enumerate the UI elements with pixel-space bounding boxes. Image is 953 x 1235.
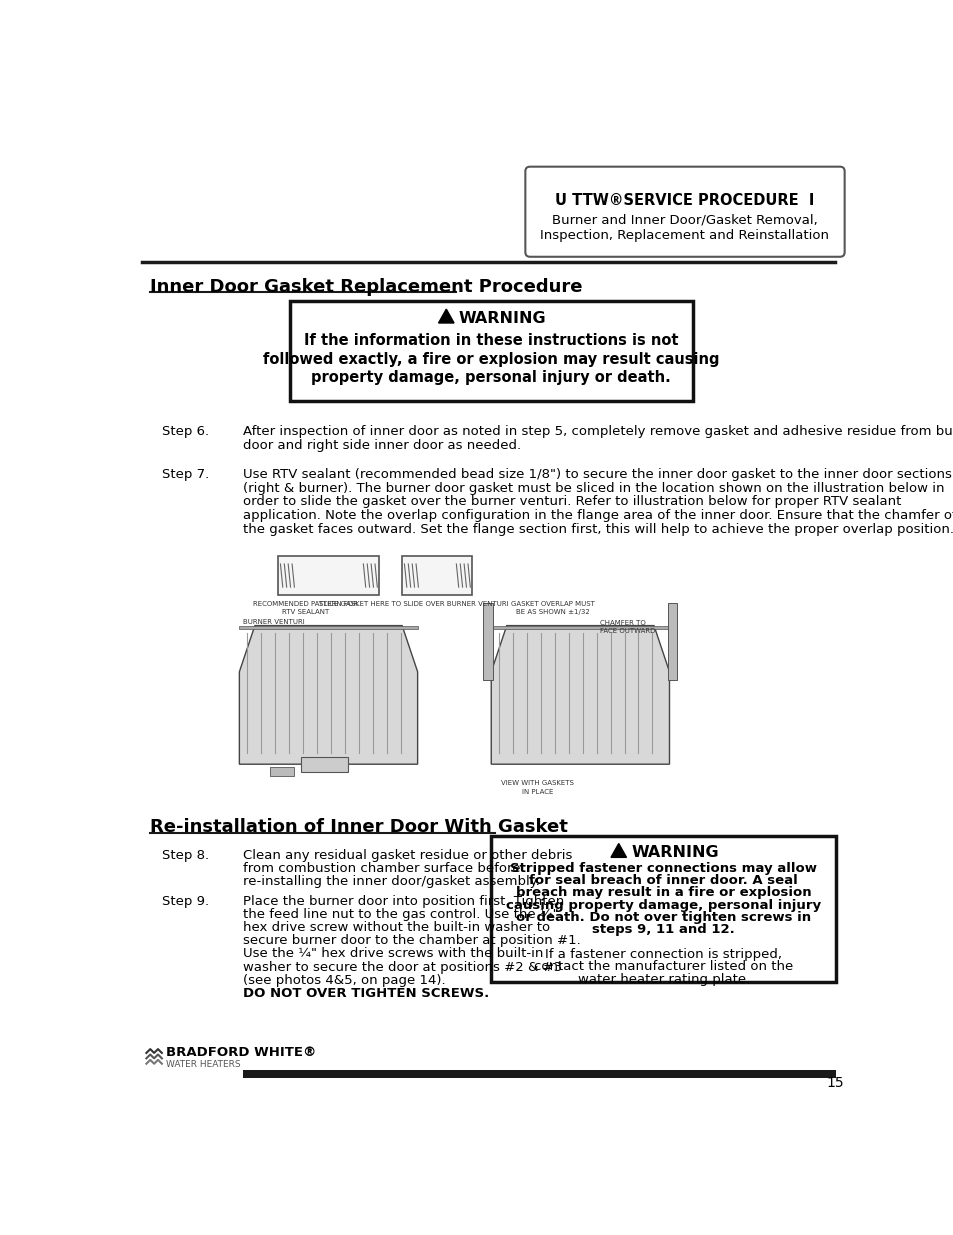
Text: DO NOT OVER TIGHTEN SCREWS.: DO NOT OVER TIGHTEN SCREWS. xyxy=(243,987,489,999)
Text: followed exactly, a fire or explosion may result causing: followed exactly, a fire or explosion ma… xyxy=(263,352,719,367)
Text: the feed line nut to the gas control. Use the ¼": the feed line nut to the gas control. Us… xyxy=(243,908,558,921)
Text: property damage, personal injury or death.: property damage, personal injury or deat… xyxy=(311,370,670,385)
FancyBboxPatch shape xyxy=(525,167,843,257)
Bar xyxy=(301,757,348,772)
Text: Inner Door Gasket Replacement Procedure: Inner Door Gasket Replacement Procedure xyxy=(150,278,582,295)
Polygon shape xyxy=(438,309,454,324)
Text: BURNER VENTURI: BURNER VENTURI xyxy=(243,620,305,625)
Text: RTV SEALANT: RTV SEALANT xyxy=(281,609,329,615)
Text: Place the burner door into position first. Tighten: Place the burner door into position firs… xyxy=(243,895,564,908)
Bar xyxy=(491,626,669,630)
Text: WATER HEATERS: WATER HEATERS xyxy=(166,1060,240,1070)
Text: re-installing the inner door/gasket assembly.: re-installing the inner door/gasket asse… xyxy=(243,876,539,888)
Text: Clean any residual gasket residue or other debris: Clean any residual gasket residue or oth… xyxy=(243,848,572,862)
Text: Step 9.: Step 9. xyxy=(162,895,209,908)
Text: BRADFORD WHITE®: BRADFORD WHITE® xyxy=(166,1046,315,1060)
Text: BE AS SHOWN ±1/32: BE AS SHOWN ±1/32 xyxy=(516,609,590,615)
Text: SLICE GASKET HERE TO SLIDE OVER BURNER VENTURI: SLICE GASKET HERE TO SLIDE OVER BURNER V… xyxy=(318,601,508,606)
FancyBboxPatch shape xyxy=(491,836,835,982)
Text: hex drive screw without the built-in washer to: hex drive screw without the built-in was… xyxy=(243,921,550,935)
Bar xyxy=(270,767,294,776)
Bar xyxy=(483,603,493,679)
Text: Step 6.: Step 6. xyxy=(162,425,209,438)
Text: the gasket faces outward. Set the flange section first, this will help to achiev: the gasket faces outward. Set the flange… xyxy=(243,524,953,536)
Text: water heater rating plate.: water heater rating plate. xyxy=(577,972,749,986)
Text: order to slide the gasket over the burner venturi. Refer to illustration below f: order to slide the gasket over the burne… xyxy=(243,495,901,509)
Text: steps 9, 11 and 12.: steps 9, 11 and 12. xyxy=(592,924,735,936)
Text: secure burner door to the chamber at position #1.: secure burner door to the chamber at pos… xyxy=(243,935,580,947)
Text: Burner and Inner Door/Gasket Removal,: Burner and Inner Door/Gasket Removal, xyxy=(552,214,817,226)
Text: for seal breach of inner door. A seal: for seal breach of inner door. A seal xyxy=(529,874,798,887)
Bar xyxy=(278,556,378,595)
Text: RECOMMENDED PATTERN FOR: RECOMMENDED PATTERN FOR xyxy=(253,601,357,606)
Text: Step 7.: Step 7. xyxy=(162,468,209,480)
Text: door and right side inner door as needed.: door and right side inner door as needed… xyxy=(243,440,521,452)
Text: contact the manufacturer listed on the: contact the manufacturer listed on the xyxy=(534,960,793,973)
Text: Inspection, Replacement and Reinstallation: Inspection, Replacement and Reinstallati… xyxy=(540,228,828,242)
Bar xyxy=(402,556,472,595)
Polygon shape xyxy=(239,626,417,764)
Text: CHAMFER TO: CHAMFER TO xyxy=(599,620,645,626)
Text: or death. Do not over tighten screws in: or death. Do not over tighten screws in xyxy=(516,911,810,924)
Text: WARNING: WARNING xyxy=(631,845,718,861)
Text: If a fastener connection is stripped,: If a fastener connection is stripped, xyxy=(544,948,781,961)
Text: Step 8.: Step 8. xyxy=(162,848,209,862)
Text: Use RTV sealant (recommended bead size 1/8") to secure the inner door gasket to : Use RTV sealant (recommended bead size 1… xyxy=(243,468,951,480)
Bar xyxy=(667,603,677,679)
FancyBboxPatch shape xyxy=(290,300,692,401)
Bar xyxy=(239,626,417,630)
Text: After inspection of inner door as noted in step 5, completely remove gasket and : After inspection of inner door as noted … xyxy=(243,425,953,438)
Text: (see photos 4&5, on page 14).: (see photos 4&5, on page 14). xyxy=(243,973,445,987)
Text: IN PLACE: IN PLACE xyxy=(521,789,553,795)
Bar xyxy=(243,1070,835,1078)
Text: (right & burner). The burner door gasket must be sliced in the location shown on: (right & burner). The burner door gasket… xyxy=(243,482,943,494)
Text: Use the ¼" hex drive screws with the built-in: Use the ¼" hex drive screws with the bui… xyxy=(243,947,543,961)
Text: 15: 15 xyxy=(825,1076,843,1091)
Text: VIEW WITH GASKETS: VIEW WITH GASKETS xyxy=(500,779,574,785)
Text: GASKET OVERLAP MUST: GASKET OVERLAP MUST xyxy=(511,601,595,606)
Polygon shape xyxy=(491,626,669,764)
Text: washer to secure the door at positions #2 & #3: washer to secure the door at positions #… xyxy=(243,961,562,973)
Text: breach may result in a fire or explosion: breach may result in a fire or explosion xyxy=(516,887,811,899)
Text: Re-installation of Inner Door With Gasket: Re-installation of Inner Door With Gaske… xyxy=(150,818,568,836)
Text: Stripped fastener connections may allow: Stripped fastener connections may allow xyxy=(510,862,817,874)
Text: FACE OUTWARD: FACE OUTWARD xyxy=(599,627,655,634)
Text: application. Note the overlap configuration in the flange area of the inner door: application. Note the overlap configurat… xyxy=(243,509,953,522)
Text: WARNING: WARNING xyxy=(458,311,546,326)
Text: from combustion chamber surface before: from combustion chamber surface before xyxy=(243,862,520,874)
Text: If the information in these instructions is not: If the information in these instructions… xyxy=(304,333,678,348)
Text: causing property damage, personal injury: causing property damage, personal injury xyxy=(506,899,821,911)
Text: U TTW®SERVICE PROCEDURE  I: U TTW®SERVICE PROCEDURE I xyxy=(555,193,814,207)
Polygon shape xyxy=(610,844,626,857)
